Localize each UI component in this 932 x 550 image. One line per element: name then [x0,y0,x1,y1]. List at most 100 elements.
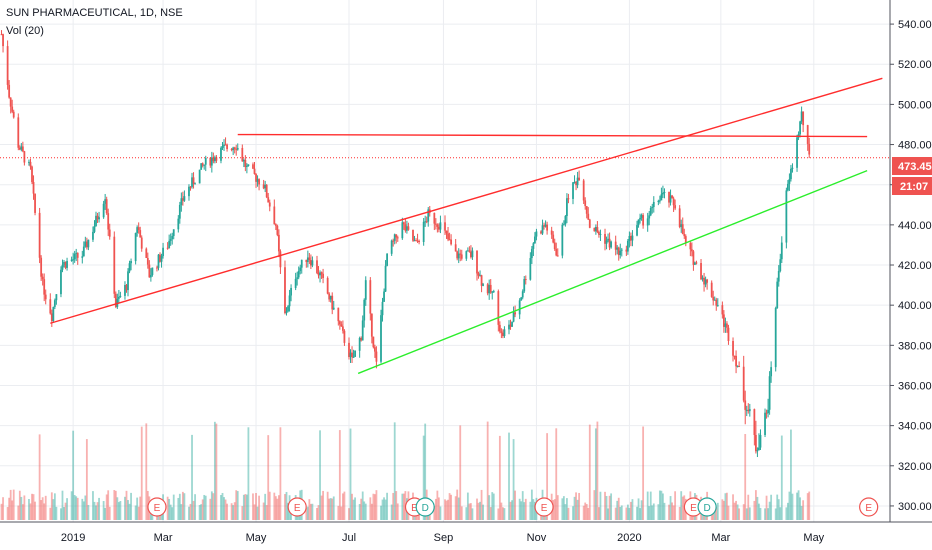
resistance-trendline[interactable] [50,77,883,324]
candle-body [678,208,681,227]
volume-bar [445,500,448,520]
volume-bar [316,507,318,520]
candle-body [381,301,384,316]
candle-body [53,300,56,307]
candle-body [587,213,590,220]
volume-bar [98,497,100,520]
volume-bar [9,489,12,520]
candle-body [18,147,21,150]
volume-bar [758,503,760,520]
candle-body [119,295,122,297]
candle-body [191,177,193,187]
volume-bar [215,423,218,520]
dividend-marker[interactable]: D [415,497,435,517]
volume-bar [11,500,14,520]
volume-bar [759,507,762,520]
volume-bar [319,430,321,520]
candle-body [396,237,399,239]
candle-body [364,280,367,300]
candle-body [171,236,174,240]
marker-circle [287,497,307,517]
volume-bar [433,506,436,520]
volume-bar [264,493,267,520]
volume-bar [12,489,15,520]
interval[interactable]: 1D [139,7,154,19]
dividend-marker[interactable]: D [697,497,717,517]
volume-bar [681,496,684,520]
volume-bar [726,492,728,520]
candle-body [468,250,471,252]
volume-bar [649,491,652,520]
candle-body [136,227,139,233]
volume-bar [488,495,491,520]
volume-bar [669,496,672,520]
legend-title[interactable]: SUN PHARMACEUTICAL, 1D, NSE [6,7,183,19]
candle-body [466,250,469,252]
volume-bar [471,508,474,520]
volume-bar [489,507,492,520]
volume-bar [744,434,747,520]
candle-body [212,157,215,162]
candle-body [224,144,227,146]
candle-body [520,297,523,301]
candle-body [765,412,768,414]
symbol-name[interactable]: SUN PHARMACEUTICAL [6,7,134,19]
candle-body [360,338,363,341]
candle-body [128,263,131,272]
volume-bar [534,501,536,520]
volume-bar [796,492,798,520]
countdown-value: 21:07 [900,181,928,193]
candle-body [722,314,725,327]
volume-bar [223,497,225,520]
volume-bar [727,505,730,520]
candle-body [17,117,20,148]
volume-bar [736,504,739,520]
marker-label: E [154,503,161,514]
resistance-trendline[interactable] [237,133,868,138]
volume-bar [791,493,794,520]
candle-body [692,251,695,265]
volume-bar [745,508,748,520]
volume-bar [309,503,312,520]
candle-body [594,227,597,232]
volume-bar [491,492,494,520]
volume-bar [29,503,32,520]
candle-body [610,241,613,248]
candle-body [427,209,430,222]
volume-bar [372,493,375,520]
volume-bar [518,498,521,520]
volume-bar [724,493,727,520]
volume-bar [360,498,363,520]
candle-body [287,306,289,312]
volume-bar [224,499,227,520]
trendlines[interactable] [0,77,890,375]
candle-body [299,267,302,271]
candle-body [244,159,247,167]
earnings-marker[interactable]: E [534,497,554,517]
earnings-marker[interactable]: E [287,497,307,517]
earnings-marker[interactable]: E [859,497,879,517]
candle-body [617,247,620,256]
candle-body [450,239,452,245]
support-trendline[interactable] [357,170,868,375]
candle-body [732,341,734,356]
candle-body [172,229,175,237]
volume-bar [552,500,555,520]
indicator-label[interactable]: Vol (20) [6,25,44,37]
candle-body [706,279,709,283]
candle-body [584,200,587,207]
earnings-marker[interactable]: E [683,497,704,517]
volume-bar [348,508,350,520]
candle-body [774,308,777,368]
x-tick-label: Mar [711,532,730,544]
candle-body [779,259,782,272]
volume-bar [444,499,446,520]
candle-body [151,267,154,275]
volume-bar [285,491,288,520]
volume-bar [93,501,96,520]
volume-bar [716,502,719,520]
earnings-marker[interactable]: E [147,497,167,517]
volume-bar [252,493,254,520]
